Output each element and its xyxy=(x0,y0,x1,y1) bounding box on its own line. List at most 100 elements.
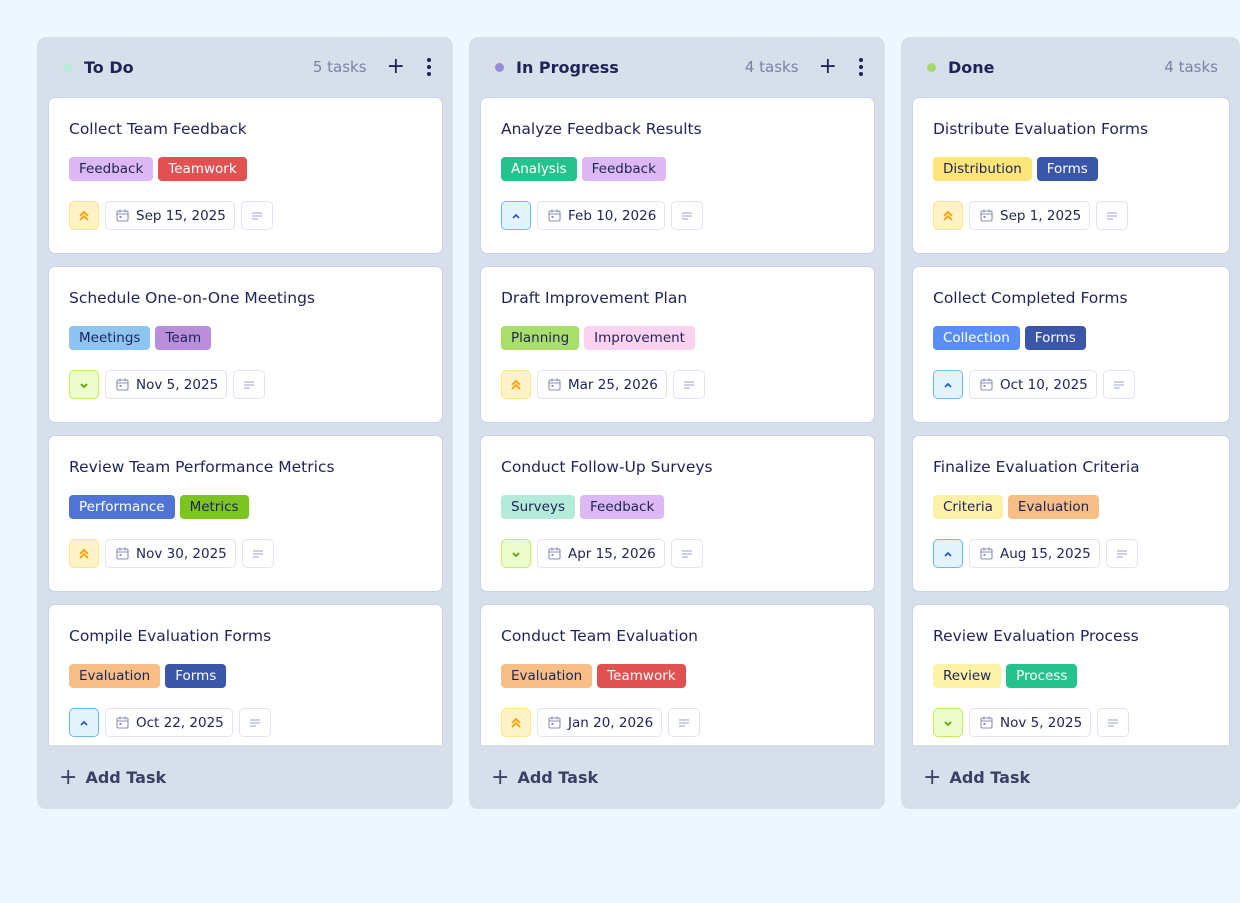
plus-icon: + xyxy=(491,764,510,790)
chevron-down-icon xyxy=(510,548,522,560)
due-date: Mar 25, 2026 xyxy=(568,376,658,393)
column-to-do: To Do 5 tasks + Collect Team Feedback Fee… xyxy=(37,37,453,809)
task-title: Finalize Evaluation Criteria xyxy=(933,458,1140,476)
due-date-button[interactable]: Feb 10, 2026 xyxy=(537,201,666,230)
task-card[interactable]: Compile Evaluation Forms Evaluation Forms… xyxy=(48,604,443,745)
description-button[interactable] xyxy=(1105,539,1138,568)
text-lines-icon xyxy=(683,380,695,390)
priority-low-button[interactable] xyxy=(501,539,531,568)
tag: Metrics xyxy=(179,495,249,519)
priority-medium-button[interactable] xyxy=(69,708,99,737)
description-button[interactable] xyxy=(668,708,701,737)
description-button[interactable] xyxy=(241,539,274,568)
priority-low-button[interactable] xyxy=(69,370,99,399)
due-date: Oct 22, 2025 xyxy=(136,714,224,731)
add-icon[interactable]: + xyxy=(818,54,837,79)
task-card[interactable]: Distribute Evaluation Forms Distribution… xyxy=(912,97,1230,254)
task-meta: Oct 10, 2025 xyxy=(933,370,1209,399)
description-button[interactable] xyxy=(672,370,705,399)
priority-medium-button[interactable] xyxy=(933,539,963,568)
tag-list: Evaluation Forms xyxy=(69,664,422,688)
due-date-button[interactable]: Apr 15, 2026 xyxy=(537,539,665,568)
task-count: 5 tasks xyxy=(312,58,367,76)
description-button[interactable] xyxy=(671,201,704,230)
add-task-button[interactable]: + Add Task xyxy=(37,745,453,809)
task-list[interactable]: Analyze Feedback Results Analysis Feedbac… xyxy=(480,97,875,745)
calendar-icon xyxy=(116,716,129,729)
task-card[interactable]: Draft Improvement Plan Planning Improveme… xyxy=(480,266,875,423)
description-button[interactable] xyxy=(240,201,273,230)
due-date-button[interactable]: Nov 5, 2025 xyxy=(105,370,228,399)
tag: Surveys xyxy=(501,495,575,519)
due-date-button[interactable]: Aug 15, 2025 xyxy=(969,539,1100,568)
tag: Forms xyxy=(1024,326,1086,350)
tag-list: Analysis Feedback xyxy=(501,157,854,181)
chevron-up-icon xyxy=(942,379,954,391)
due-date-button[interactable]: Oct 10, 2025 xyxy=(969,370,1097,399)
task-title: Review Team Performance Metrics xyxy=(69,458,335,476)
task-meta: Oct 22, 2025 xyxy=(69,708,422,737)
tag: Meetings xyxy=(69,326,151,350)
task-meta: Feb 10, 2026 xyxy=(501,201,854,230)
description-button[interactable] xyxy=(1097,708,1130,737)
task-card[interactable]: Analyze Feedback Results Analysis Feedbac… xyxy=(480,97,875,254)
task-title: Distribute Evaluation Forms xyxy=(933,120,1149,138)
description-button[interactable] xyxy=(1102,370,1135,399)
column-title: In Progress xyxy=(516,57,619,77)
task-card[interactable]: Review Evaluation Process Review Process … xyxy=(912,604,1230,745)
task-card[interactable]: Collect Completed Forms Collection Forms … xyxy=(912,266,1230,423)
more-options-icon[interactable] xyxy=(859,58,863,76)
calendar-icon xyxy=(980,209,993,222)
add-task-button[interactable]: + Add Task xyxy=(469,745,885,809)
task-title: Conduct Team Evaluation xyxy=(501,627,698,645)
tag-list: Evaluation Teamwork xyxy=(501,664,854,688)
due-date-button[interactable]: Sep 15, 2025 xyxy=(105,201,235,230)
task-card[interactable]: Conduct Follow-Up Surveys Surveys Feedbac… xyxy=(480,435,875,592)
more-options-icon[interactable] xyxy=(427,58,431,76)
add-icon[interactable]: + xyxy=(386,54,405,79)
task-card[interactable]: Review Team Performance Metrics Performa… xyxy=(48,435,443,592)
description-button[interactable] xyxy=(670,539,703,568)
task-title: Analyze Feedback Results xyxy=(501,120,702,138)
tag-list: Distribution Forms xyxy=(933,157,1209,181)
priority-high-button[interactable] xyxy=(69,201,99,230)
priority-low-button[interactable] xyxy=(933,708,963,737)
task-card[interactable]: Collect Team Feedback Feedback Teamwork S… xyxy=(48,97,443,254)
priority-high-button[interactable] xyxy=(501,708,531,737)
task-card[interactable]: Schedule One-on-One Meetings Meetings Tea… xyxy=(48,266,443,423)
priority-high-button[interactable] xyxy=(501,370,531,399)
calendar-icon xyxy=(548,209,561,222)
description-button[interactable] xyxy=(1096,201,1129,230)
due-date-button[interactable]: Mar 25, 2026 xyxy=(537,370,667,399)
priority-high-button[interactable] xyxy=(933,201,963,230)
task-list[interactable]: Distribute Evaluation Forms Distribution… xyxy=(912,97,1230,745)
calendar-icon xyxy=(116,547,129,560)
description-button[interactable] xyxy=(238,708,271,737)
priority-medium-button[interactable] xyxy=(933,370,963,399)
tag: Feedback xyxy=(581,157,666,181)
tag: Evaluation xyxy=(69,664,161,688)
description-button[interactable] xyxy=(233,370,266,399)
due-date-button[interactable]: Jan 20, 2026 xyxy=(537,708,663,737)
tag: Collection xyxy=(933,326,1020,350)
due-date-button[interactable]: Nov 30, 2025 xyxy=(105,539,236,568)
task-card[interactable]: Conduct Team Evaluation Evaluation Teamwo… xyxy=(480,604,875,745)
due-date-button[interactable]: Sep 1, 2025 xyxy=(969,201,1091,230)
task-title: Conduct Follow-Up Surveys xyxy=(501,458,713,476)
tag-list: Collection Forms xyxy=(933,326,1209,350)
add-task-button[interactable]: + Add Task xyxy=(901,745,1240,809)
task-list[interactable]: Collect Team Feedback Feedback Teamwork S… xyxy=(48,97,443,745)
chevron-down-icon xyxy=(942,717,954,729)
text-lines-icon xyxy=(252,549,264,559)
double-chevron-up-icon xyxy=(510,379,522,391)
tag: Process xyxy=(1006,664,1078,688)
priority-medium-button[interactable] xyxy=(501,201,531,230)
tag-list: Feedback Teamwork xyxy=(69,157,422,181)
tag-list: Review Process xyxy=(933,664,1209,688)
priority-high-button[interactable] xyxy=(69,539,99,568)
due-date: Oct 10, 2025 xyxy=(1000,376,1088,393)
tag-list: Criteria Evaluation xyxy=(933,495,1209,519)
task-card[interactable]: Finalize Evaluation Criteria Criteria Eva… xyxy=(912,435,1230,592)
due-date-button[interactable]: Nov 5, 2025 xyxy=(969,708,1092,737)
due-date-button[interactable]: Oct 22, 2025 xyxy=(105,708,233,737)
